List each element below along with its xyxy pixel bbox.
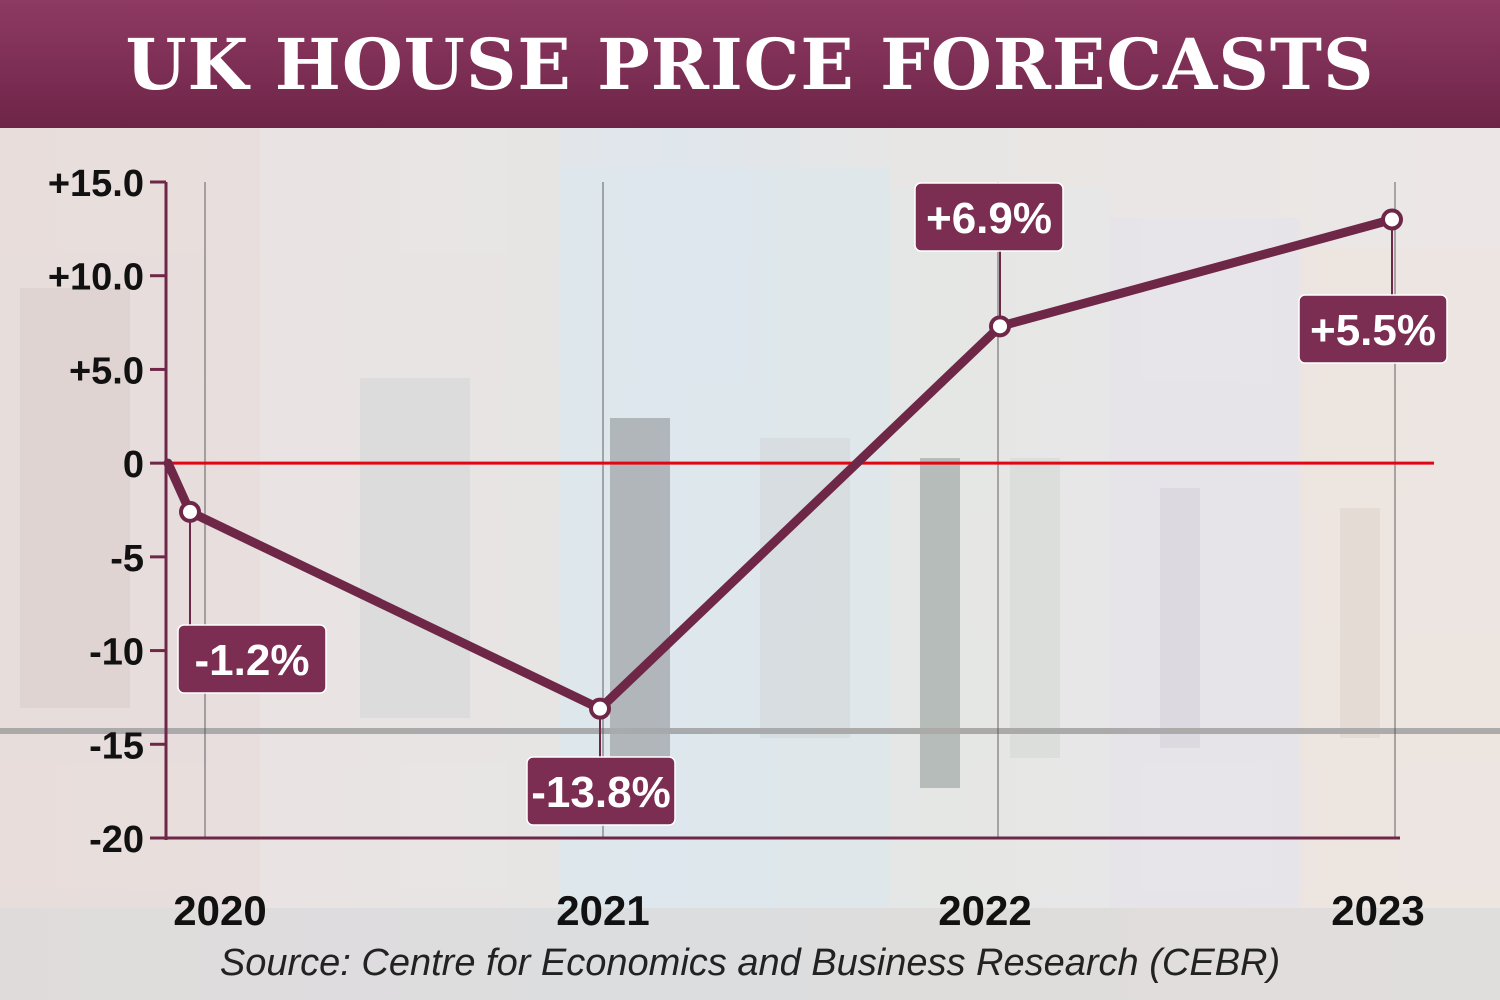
data-point-2023	[1381, 208, 1403, 231]
data-point-2021	[589, 697, 611, 720]
data-label: +6.9%	[926, 194, 1052, 243]
y-tick-label: +15.0	[48, 163, 144, 205]
y-tick-label: -10	[89, 632, 144, 674]
x-tick-label: 2021	[556, 887, 649, 934]
x-tick-label: 2020	[173, 887, 266, 934]
data-label: -1.2%	[195, 636, 310, 685]
y-tick-label: -15	[89, 725, 144, 767]
title-banner: UK HOUSE PRICE FORECASTS	[0, 0, 1500, 128]
data-label: +5.5%	[1310, 306, 1436, 355]
y-tick-label: 0	[123, 444, 144, 486]
data-label-box	[1298, 294, 1448, 364]
x-tick-label: 2023	[1331, 887, 1424, 934]
y-tick-label: +10.0	[48, 257, 144, 299]
y-tick-label: +5.0	[69, 350, 144, 392]
data-label: -13.8%	[531, 768, 670, 817]
chart-title: UK HOUSE PRICE FORECASTS	[125, 22, 1375, 106]
x-tick-label: 2022	[938, 887, 1031, 934]
data-label-box	[914, 182, 1064, 252]
y-tick-label: -5	[110, 538, 144, 580]
data-label-box	[526, 756, 676, 826]
source-note: Source: Centre for Economics and Busines…	[219, 942, 1281, 984]
y-tick-label: -20	[89, 819, 144, 861]
data-label-box	[177, 624, 327, 694]
data-point-2022	[989, 315, 1011, 338]
data-point-2020	[179, 500, 201, 523]
